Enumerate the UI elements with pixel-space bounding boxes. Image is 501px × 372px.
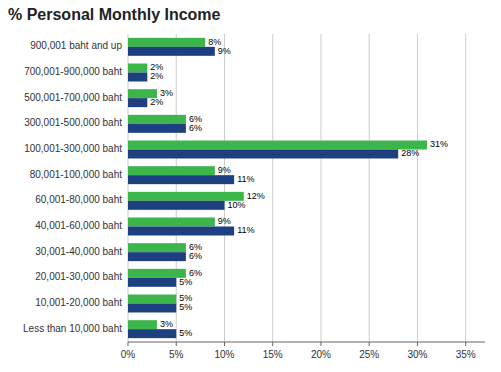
data-label: 11%: [237, 225, 254, 235]
bar: [128, 166, 215, 175]
data-label: 9%: [218, 165, 231, 175]
category-label: 300,001-500,000 baht: [24, 117, 122, 128]
grid-line: [369, 34, 370, 342]
bar: [128, 295, 176, 304]
grid-line: [465, 34, 466, 342]
bar: [128, 141, 427, 150]
tick-label: 20%: [311, 349, 331, 360]
bar: [128, 64, 147, 73]
tick-mark: [272, 342, 273, 346]
bar: [128, 73, 147, 82]
category-label: 80,001-100,000 baht: [30, 169, 123, 180]
bar: [128, 269, 186, 278]
tick-mark: [465, 342, 466, 346]
data-label: 10%: [227, 200, 245, 210]
bar: [128, 124, 186, 133]
bar: [128, 38, 205, 47]
tick-label: 0%: [121, 349, 136, 360]
tick-label: 25%: [359, 349, 379, 360]
category-label: 10,001-20,000 baht: [35, 297, 122, 308]
tick-mark: [128, 342, 129, 346]
data-label: 28%: [401, 148, 419, 158]
category-label: 100,001-300,000 baht: [24, 143, 122, 154]
data-label: 9%: [218, 46, 231, 56]
tick-mark: [369, 342, 370, 346]
category-label: 900,001 baht and up: [30, 40, 122, 51]
bar: [128, 175, 234, 184]
tick-label: 15%: [263, 349, 283, 360]
tick-label: 30%: [407, 349, 427, 360]
category-label: 30,001-40,000 baht: [35, 246, 122, 257]
grid-line: [272, 34, 273, 342]
bar: [128, 115, 186, 124]
tick-mark: [176, 342, 177, 346]
bar: [128, 192, 244, 201]
tick-label: 10%: [214, 349, 234, 360]
bar: [128, 150, 398, 159]
bar: [128, 98, 147, 107]
tick-label: 5%: [169, 349, 184, 360]
data-label: 31%: [430, 139, 448, 149]
tick-mark: [417, 342, 418, 346]
grid-line: [320, 34, 321, 342]
data-label: 6%: [189, 251, 202, 261]
bar: [128, 227, 234, 236]
bar: [128, 252, 186, 261]
chart: % Personal Monthly Income 0% 5% 10% 15% 20% 25…: [0, 0, 501, 372]
data-label: 9%: [218, 216, 231, 226]
category-label: 20,001-30,000 baht: [35, 271, 122, 282]
bars: [128, 38, 427, 338]
x-axis: 0% 5% 10% 15% 20% 25% 30% 35%: [121, 342, 485, 360]
data-label: 12%: [247, 191, 265, 201]
bar: [128, 201, 224, 210]
data-label: 6%: [189, 123, 202, 133]
bar: [128, 218, 215, 227]
data-labels: 8%2%3%6%31%9%12%9%6%6%5%3%9%2%2%6%28%11%…: [150, 37, 448, 338]
bar: [128, 320, 157, 329]
data-label: 5%: [179, 328, 192, 338]
category-label: Less than 10,000 baht: [23, 323, 122, 334]
data-label: 5%: [179, 302, 192, 312]
data-label: 2%: [150, 97, 163, 107]
bar: [128, 304, 176, 313]
y-axis: 900,001 baht and up 700,001-900,000 baht 5…: [23, 40, 122, 333]
grid: [128, 34, 466, 342]
bar: [128, 47, 215, 56]
tick-label: 35%: [456, 349, 476, 360]
category-label: 40,001-60,000 baht: [35, 220, 122, 231]
grid-line: [417, 34, 418, 342]
bar: [128, 278, 176, 287]
title: % Personal Monthly Income: [8, 6, 221, 23]
category-label: 700,001-900,000 baht: [24, 66, 122, 77]
data-label: 11%: [237, 174, 254, 184]
bar: [128, 243, 186, 252]
bar: [128, 329, 176, 338]
tick-mark: [320, 342, 321, 346]
axis-line: [128, 342, 485, 343]
tick-mark: [224, 342, 225, 346]
data-label: 5%: [179, 277, 192, 287]
category-label: 500,001-700,000 baht: [24, 92, 122, 103]
grid-line: [224, 34, 225, 342]
data-label: 3%: [160, 319, 173, 329]
data-label: 2%: [150, 71, 163, 81]
category-label: 60,001-80,000 baht: [35, 194, 122, 205]
